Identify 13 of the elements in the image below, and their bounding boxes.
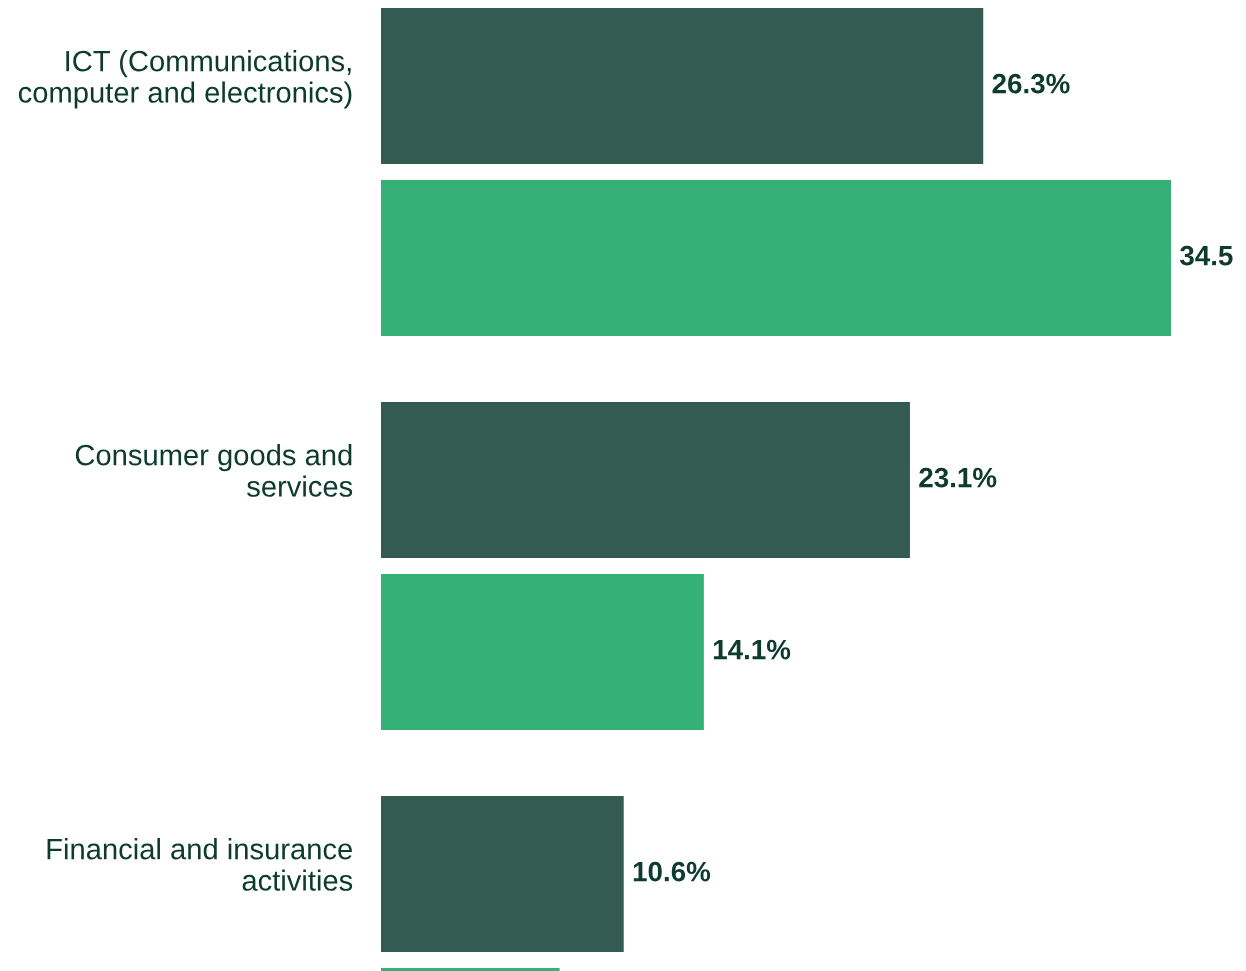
data-label: 10.6%: [633, 861, 711, 882]
bar: [381, 8, 984, 164]
data-label: 23.1%: [919, 467, 997, 488]
data-label: 34.5: [1179, 245, 1233, 266]
bar: [381, 402, 910, 558]
y-tick-label: ICT (Communications, computer and electronics): [18, 50, 352, 109]
data-label: 14.1%: [713, 639, 791, 660]
bar: [381, 180, 1171, 336]
y-tick-label: Consumer goods and services: [75, 444, 353, 497]
data-label: 26.3%: [992, 73, 1070, 94]
bar: [381, 796, 624, 952]
bar: [381, 574, 704, 730]
y-tick-label: Financial and insurance activities: [47, 838, 353, 891]
